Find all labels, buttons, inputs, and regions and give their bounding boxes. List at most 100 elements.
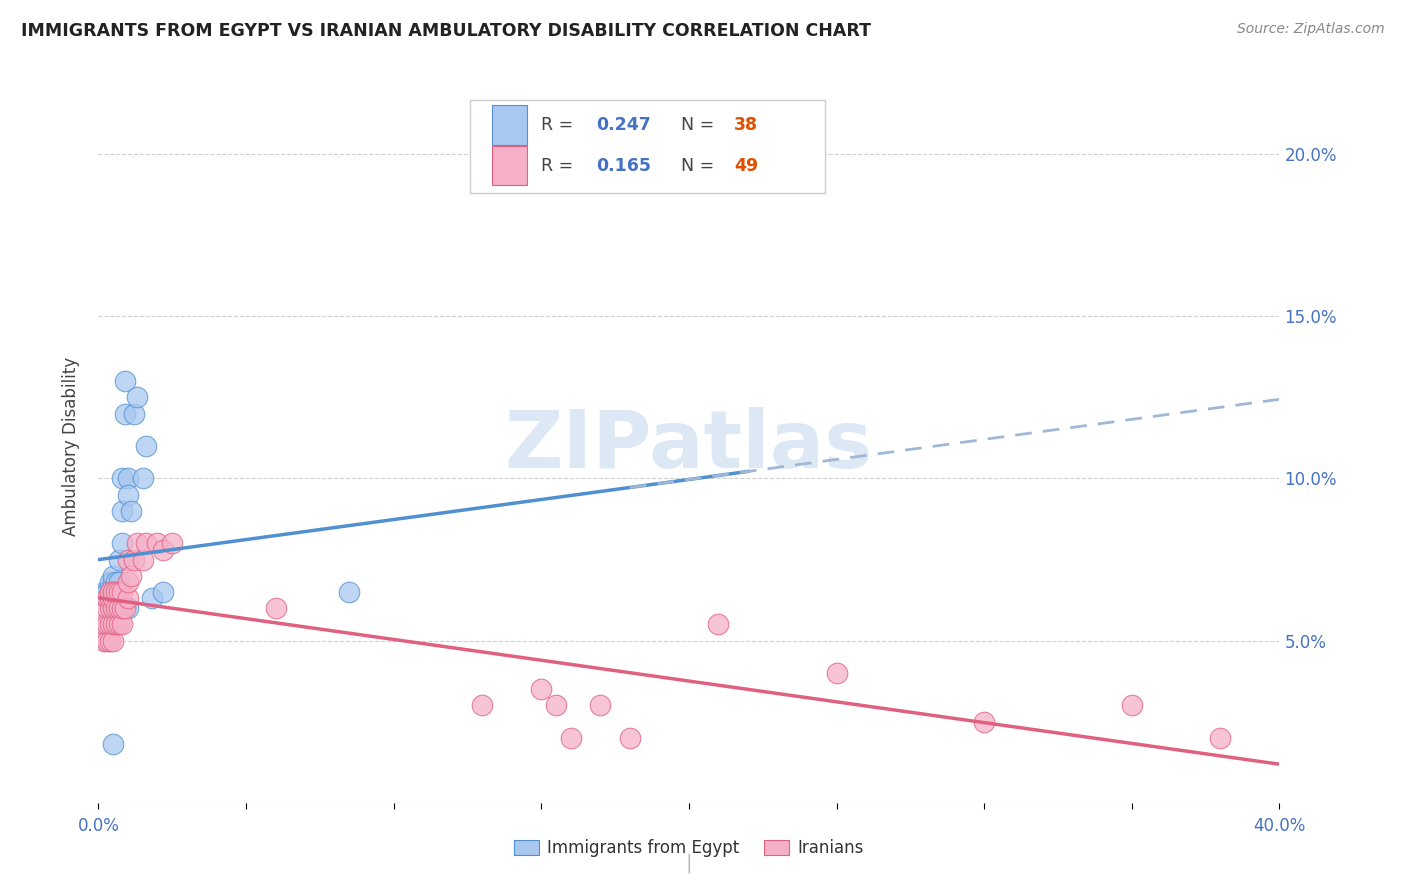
Text: R =: R = — [541, 157, 579, 175]
Point — [98, 633, 121, 648]
Point — [93, 633, 115, 648]
Text: IMMIGRANTS FROM EGYPT VS IRANIAN AMBULATORY DISABILITY CORRELATION CHART: IMMIGRANTS FROM EGYPT VS IRANIAN AMBULAT… — [21, 22, 872, 40]
Point — [152, 542, 174, 557]
Point — [132, 471, 155, 485]
Point — [117, 575, 139, 590]
Point — [105, 575, 128, 590]
Point — [111, 471, 134, 485]
Point — [108, 575, 131, 590]
Legend: Immigrants from Egypt, Iranians: Immigrants from Egypt, Iranians — [506, 831, 872, 866]
Text: |: | — [686, 854, 692, 873]
Point — [103, 738, 125, 752]
Point — [96, 601, 118, 615]
Point — [1209, 731, 1232, 745]
Point — [98, 595, 121, 609]
Point — [120, 504, 142, 518]
Point — [105, 601, 128, 615]
Point — [114, 374, 136, 388]
Point — [96, 617, 118, 632]
Text: 49: 49 — [734, 157, 758, 175]
Text: ZIPatlas: ZIPatlas — [505, 407, 873, 485]
Point — [103, 601, 125, 615]
Point — [162, 536, 183, 550]
Point — [114, 407, 136, 421]
Point — [471, 698, 494, 713]
Point — [530, 682, 553, 697]
Point — [108, 617, 131, 632]
Point — [125, 536, 148, 550]
Point — [103, 585, 125, 599]
Point — [98, 575, 121, 590]
Point — [108, 552, 131, 566]
Point — [103, 575, 125, 590]
Point — [589, 698, 612, 713]
Point — [619, 731, 641, 745]
Point — [108, 601, 131, 615]
Point — [152, 585, 174, 599]
Text: Source: ZipAtlas.com: Source: ZipAtlas.com — [1237, 22, 1385, 37]
Point — [98, 585, 121, 599]
Point — [122, 407, 145, 421]
Point — [132, 552, 155, 566]
Point — [98, 591, 121, 606]
Point — [546, 698, 568, 713]
Point — [96, 591, 118, 606]
Point — [111, 601, 134, 615]
Point — [560, 731, 582, 745]
Text: N =: N = — [681, 116, 720, 134]
Point — [111, 536, 134, 550]
Point — [122, 552, 145, 566]
Point — [96, 591, 118, 606]
Point — [146, 536, 169, 550]
Text: 0.247: 0.247 — [596, 116, 651, 134]
Point — [117, 591, 139, 606]
Point — [111, 617, 134, 632]
FancyBboxPatch shape — [471, 100, 825, 193]
Point — [117, 488, 139, 502]
Point — [103, 617, 125, 632]
Point — [93, 585, 115, 599]
Point — [973, 714, 995, 729]
Point — [141, 591, 163, 606]
Point — [103, 591, 125, 606]
Point — [1121, 698, 1143, 713]
Point — [135, 439, 157, 453]
Point — [114, 601, 136, 615]
Text: N =: N = — [681, 157, 720, 175]
Point — [93, 617, 115, 632]
Point — [264, 601, 287, 615]
Bar — [492, 105, 527, 145]
Text: R =: R = — [541, 116, 579, 134]
Point — [117, 601, 139, 615]
Y-axis label: Ambulatory Disability: Ambulatory Disability — [62, 357, 80, 535]
Point — [103, 585, 125, 599]
Point — [825, 666, 848, 681]
Point — [117, 552, 139, 566]
Point — [103, 633, 125, 648]
Point — [105, 591, 128, 606]
Text: 0.165: 0.165 — [596, 157, 651, 175]
Point — [98, 601, 121, 615]
Point — [105, 585, 128, 599]
Point — [108, 585, 131, 599]
Bar — [492, 146, 527, 186]
Text: 38: 38 — [734, 116, 758, 134]
Point — [103, 591, 125, 606]
Point — [111, 585, 134, 599]
Point — [108, 601, 131, 615]
Point — [98, 585, 121, 599]
Point — [105, 585, 128, 599]
Point — [135, 536, 157, 550]
Point — [103, 601, 125, 615]
Point — [105, 617, 128, 632]
Point — [96, 633, 118, 648]
Point — [96, 585, 118, 599]
Point — [105, 601, 128, 615]
Point — [98, 591, 121, 606]
Point — [111, 504, 134, 518]
Point — [120, 568, 142, 582]
Point — [98, 617, 121, 632]
Point — [339, 585, 361, 599]
Point — [103, 568, 125, 582]
Point — [707, 617, 730, 632]
